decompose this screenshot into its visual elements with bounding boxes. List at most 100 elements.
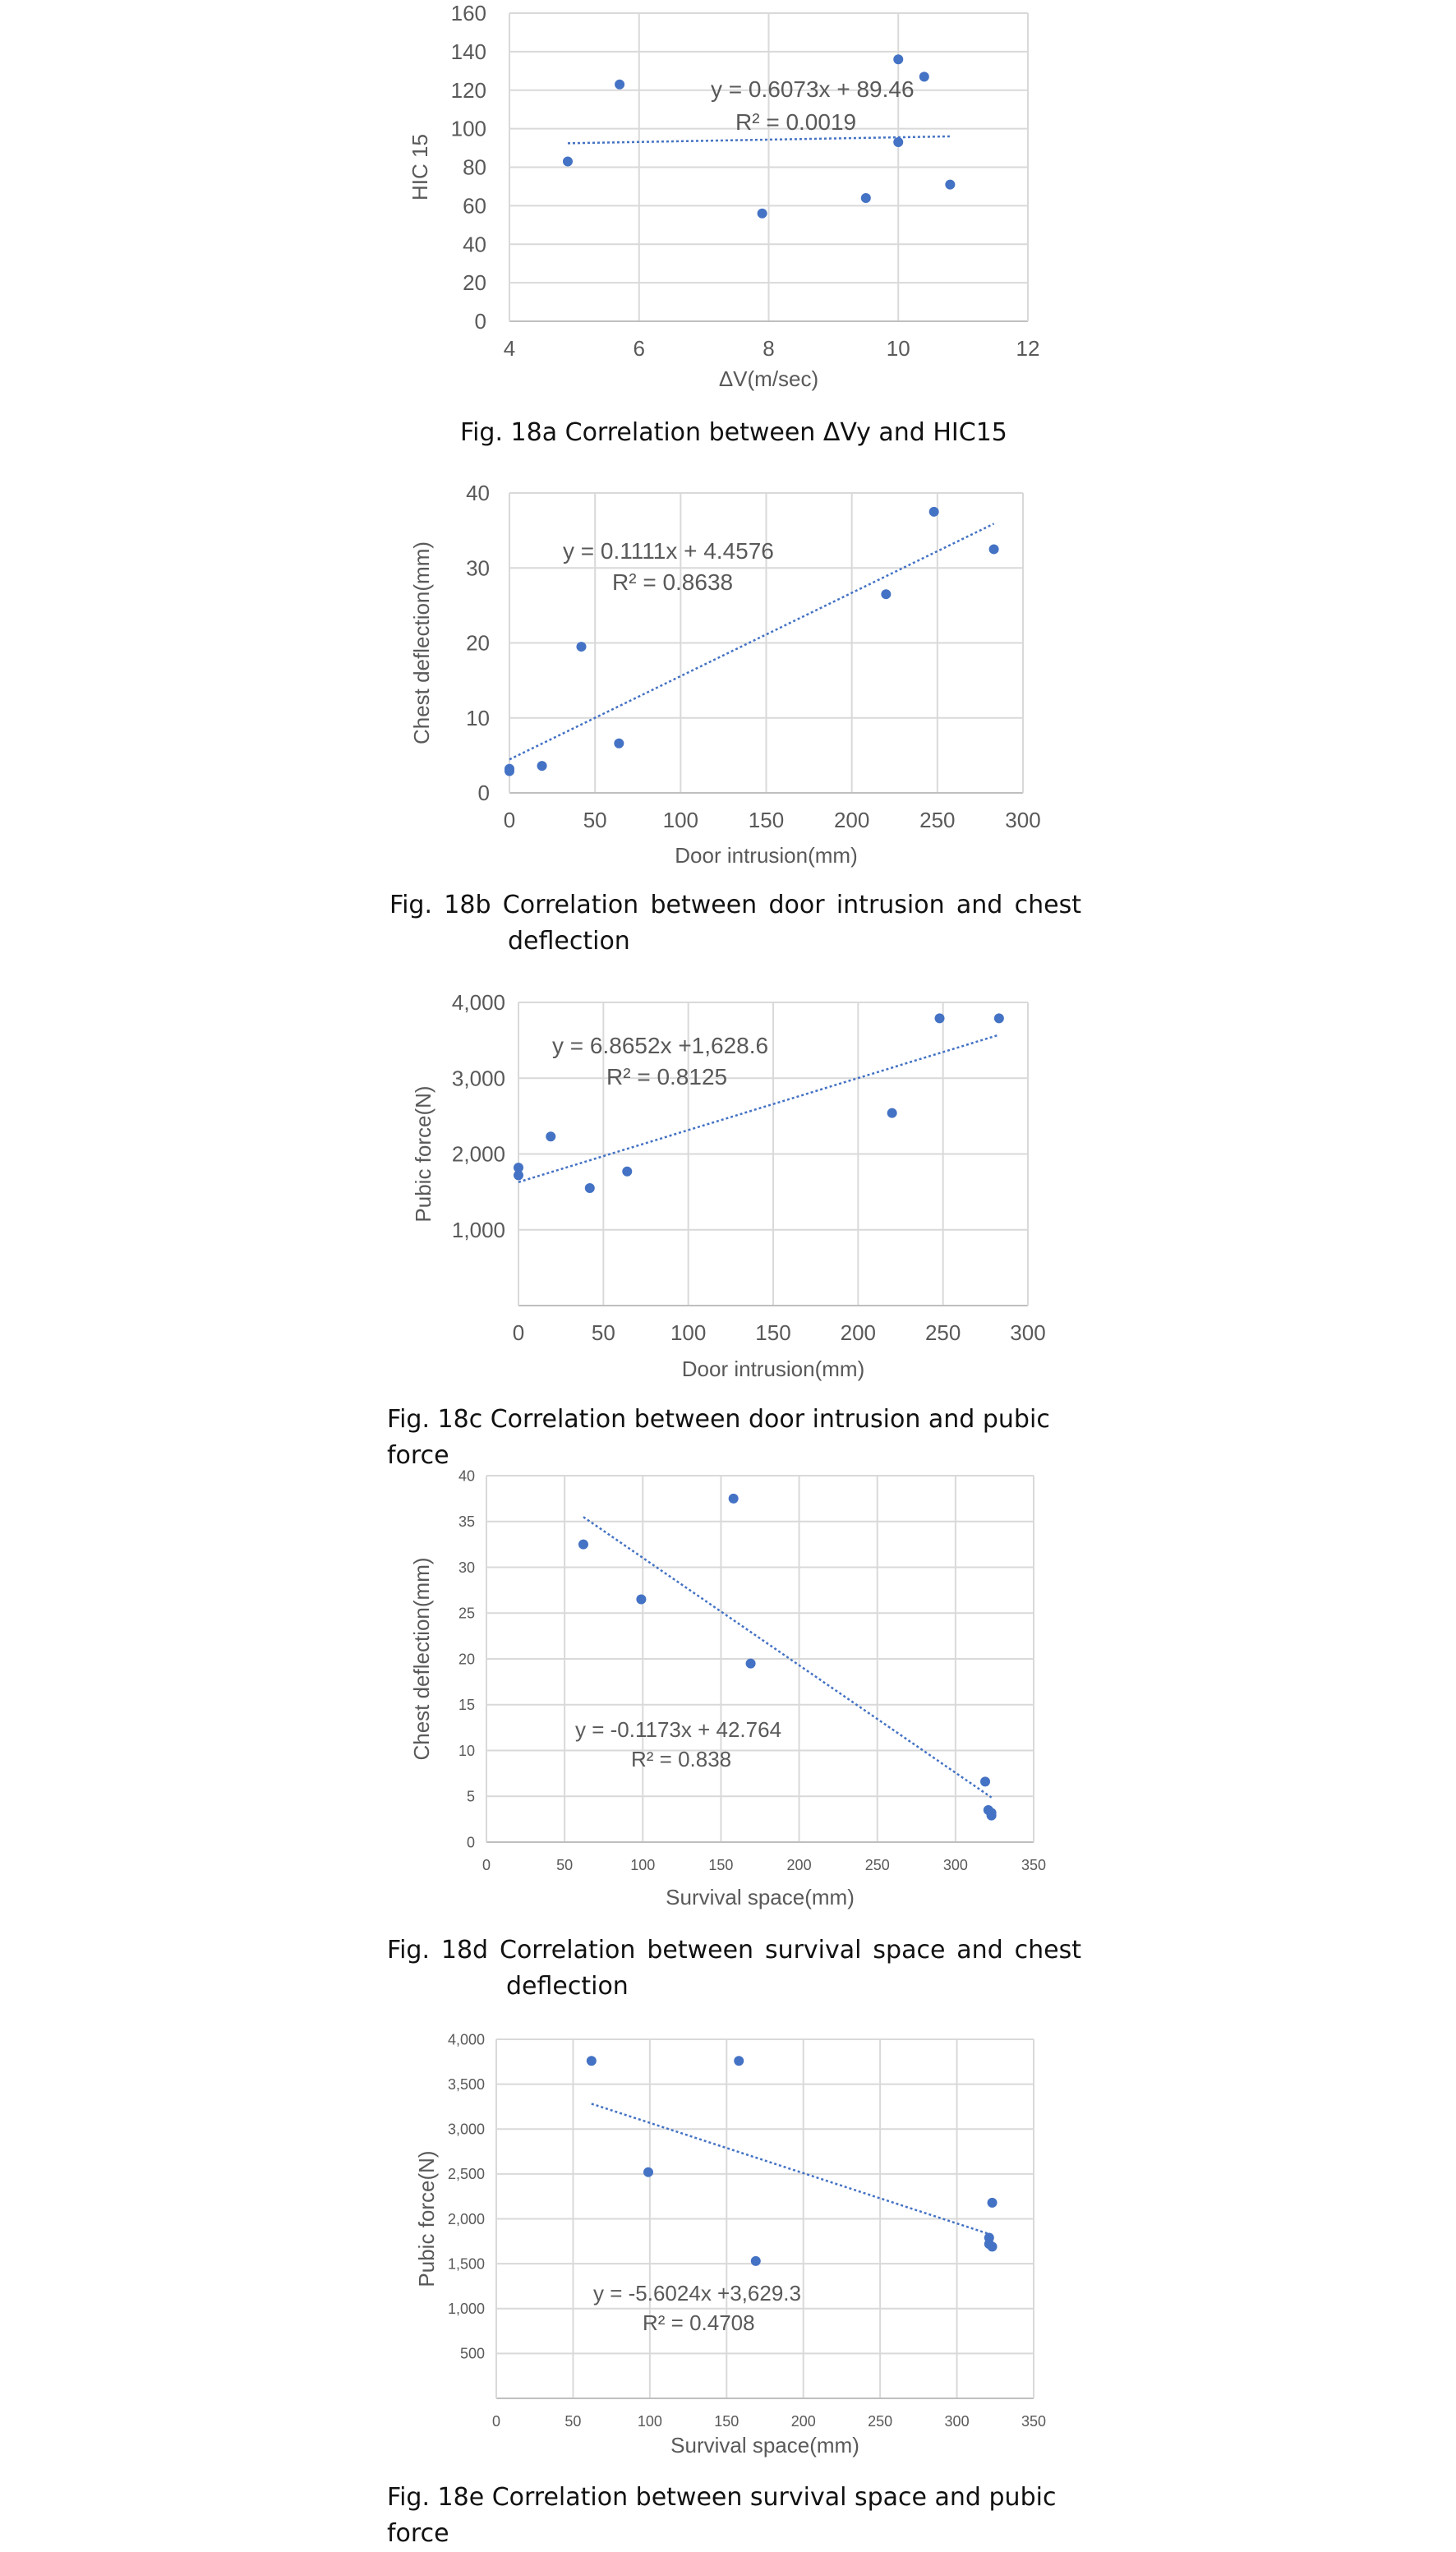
data-point [887,1108,897,1118]
x-tick-label: 100 [670,1320,706,1345]
y-tick-label: 2,500 [448,2166,485,2182]
data-point [734,2056,744,2066]
data-point [881,589,892,600]
y-tick-label: 120 [451,78,486,103]
data-point [636,1594,647,1605]
y-tick-label: 0 [475,309,486,334]
x-tick-label: 6 [634,336,645,361]
data-point [728,1493,739,1504]
y-tick-label: 0 [478,781,490,805]
x-axis-label: Door intrusion(mm) [675,843,858,868]
y-axis-label: Pubic force(N) [411,1085,435,1222]
scatter-chart-18a: 0 20 40 60 80 100 120 140 160 4 6 8 10 12 ΔV(m/sec) HIC… [408,1,1040,391]
data-point [643,2167,653,2177]
x-tick-label: 50 [556,1857,573,1873]
data-point [860,193,871,203]
data-point [757,208,767,219]
data-point [505,766,514,776]
x-tick-label: 300 [1010,1320,1045,1345]
x-tick-label: 150 [714,2413,739,2430]
r-squared-label: R² = 0.8638 [612,569,733,595]
data-point [584,1183,595,1194]
y-tick-label: 10 [466,706,490,730]
scatter-chart-18b: 0 10 20 30 40 0 50 100 150 200 250 300 Door intrusio… [409,481,1041,868]
x-tick-label: 250 [919,808,955,832]
y-axis-label: Chest deflection(mm) [409,541,434,744]
r-squared-label: R² = 0.8125 [606,1064,727,1089]
trendline-equation: y = -5.6024x +3,629.3 [593,2281,801,2306]
y-tick-label: 500 [460,2346,485,2362]
x-tick-label: 10 [887,336,910,361]
trendline [591,2103,993,2236]
data-point [988,544,999,555]
x-tick-label: 200 [834,808,869,832]
x-tick-label: 250 [865,1857,890,1873]
figure-caption-18a: Fig. 18a Correlation between ΔVy and HIC… [460,418,1007,447]
y-tick-label: 10 [458,1743,475,1759]
trendline-equation: y = 6.8652x +1,628.6 [552,1033,768,1058]
y-tick-label: 15 [458,1697,475,1713]
scatter-chart-18c: 1,000 2,000 3,000 4,000 0 50 100 150 200 250 300 Do… [411,990,1046,1381]
y-tick-label: 3,000 [448,2121,485,2138]
y-tick-label: 35 [458,1513,475,1530]
data-point [934,1013,945,1024]
trendline [583,1516,993,1799]
figure-18d: 0 5 10 15 20 25 30 35 40 0 50 100 150 200 250 300 350 Sur… [387,1467,1081,2001]
x-tick-label: 200 [787,1857,812,1873]
y-axis-label: HIC 15 [408,134,432,200]
x-tick-label: 350 [1021,1857,1046,1873]
data-point [945,179,956,190]
x-tick-label: 50 [592,1320,615,1345]
data-point [562,156,573,167]
y-tick-label: 20 [458,1651,475,1667]
y-tick-label: 160 [451,1,486,25]
y-tick-label: 5 [467,1789,475,1805]
figure-caption-18e: Fig. 18e Correlation between survival sp… [387,2483,1057,2548]
x-tick-label: 0 [492,2413,500,2430]
figure-caption-18d: Fig. 18d Correlation between survival sp… [387,1936,1081,1965]
data-point [750,2255,761,2266]
y-tick-label: 30 [466,555,490,580]
figure-caption-18b-continued: deflection [508,927,630,956]
data-point [514,1170,523,1181]
y-tick-label: 60 [463,193,486,218]
data-point [576,642,587,652]
y-tick-label: 40 [458,1467,475,1484]
x-tick-label: 100 [638,2413,662,2430]
y-tick-label: 0 [467,1834,475,1850]
data-point [928,506,939,517]
x-tick-label: 0 [482,1857,491,1873]
data-point [745,1658,756,1669]
x-tick-label: 150 [749,808,784,832]
x-tick-label: 8 [763,336,774,361]
x-tick-label: 100 [663,808,698,832]
y-tick-label: 40 [463,232,486,256]
data-point [578,1539,588,1550]
r-squared-label: R² = 0.838 [631,1747,731,1771]
data-point [980,1776,991,1787]
y-tick-label: 25 [458,1605,475,1622]
y-tick-label: 1,500 [448,2255,485,2272]
y-tick-label: 1,000 [448,2301,485,2317]
x-tick-label: 300 [943,1857,968,1873]
data-point [586,2056,597,2066]
y-tick-label: 3,500 [448,2076,485,2093]
x-tick-label: 250 [868,2413,892,2430]
x-tick-label: 0 [504,808,515,832]
r-squared-label: R² = 0.4708 [643,2310,755,2335]
figure-18a: 0 20 40 60 80 100 120 140 160 4 6 8 10 12 ΔV(m/sec) HIC… [0,0,1456,460]
data-point [615,79,625,90]
x-tick-label: 150 [755,1320,790,1345]
y-axis-label: Pubic force(N) [414,2150,439,2287]
x-axis-label: Door intrusion(mm) [682,1357,865,1381]
data-point [537,761,547,772]
y-tick-label: 3,000 [452,1066,505,1090]
x-tick-label: 250 [925,1320,961,1345]
y-tick-label: 2,000 [452,1142,505,1167]
x-tick-label: 12 [1016,336,1040,361]
x-axis-label: Survival space(mm) [670,2433,859,2458]
trendline-equation: y = -0.1173x + 42.764 [575,1717,781,1742]
data-point [893,54,904,65]
x-tick-label: 0 [513,1320,524,1345]
